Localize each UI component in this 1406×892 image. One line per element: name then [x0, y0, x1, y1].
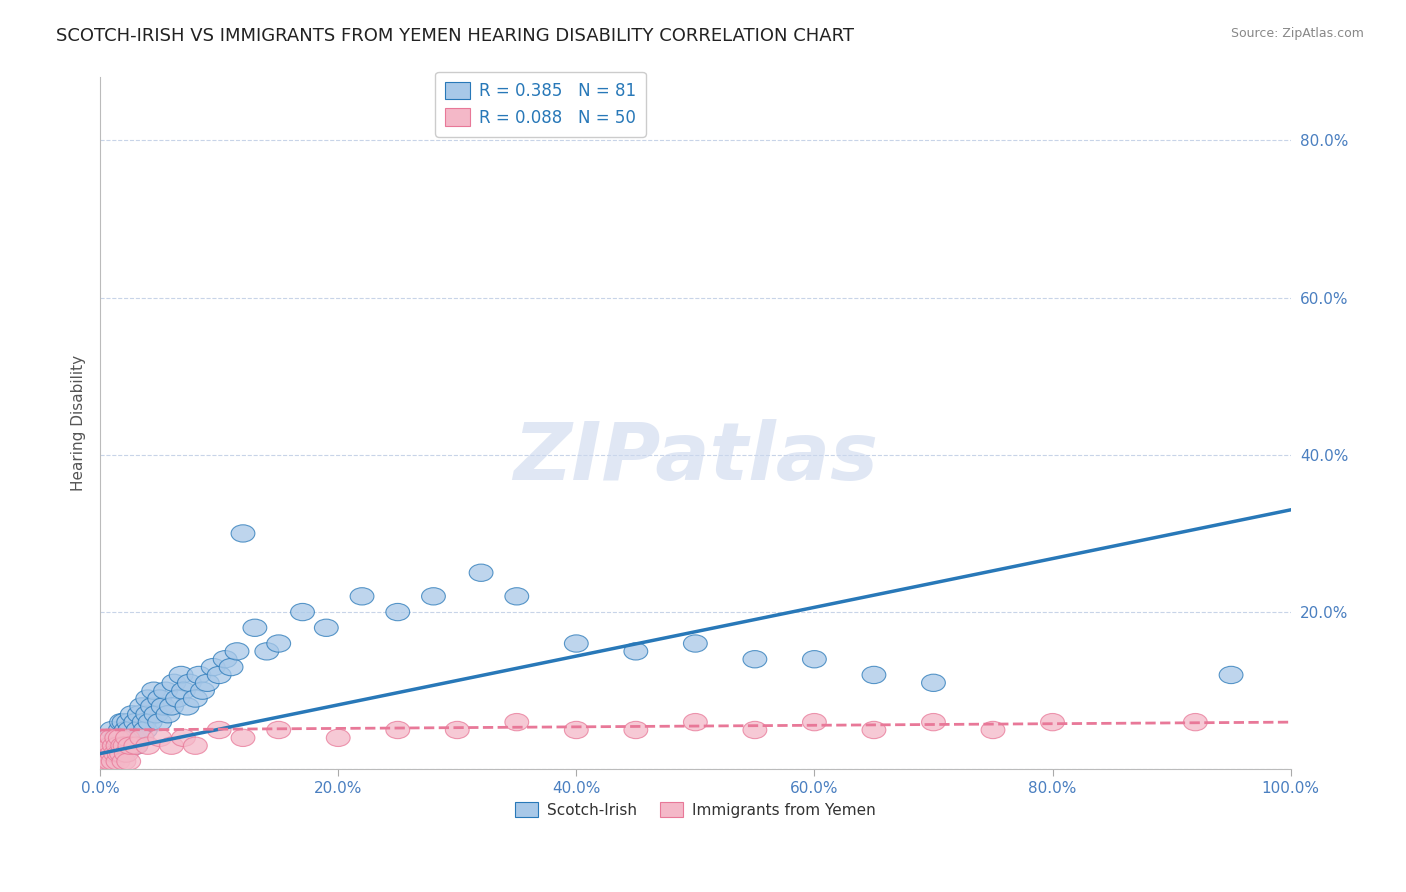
Text: SCOTCH-IRISH VS IMMIGRANTS FROM YEMEN HEARING DISABILITY CORRELATION CHART: SCOTCH-IRISH VS IMMIGRANTS FROM YEMEN HE… — [56, 27, 855, 45]
Text: Source: ZipAtlas.com: Source: ZipAtlas.com — [1230, 27, 1364, 40]
Y-axis label: Hearing Disability: Hearing Disability — [72, 355, 86, 491]
Legend: Scotch-Irish, Immigrants from Yemen: Scotch-Irish, Immigrants from Yemen — [509, 796, 882, 824]
Text: ZIPatlas: ZIPatlas — [513, 419, 877, 497]
